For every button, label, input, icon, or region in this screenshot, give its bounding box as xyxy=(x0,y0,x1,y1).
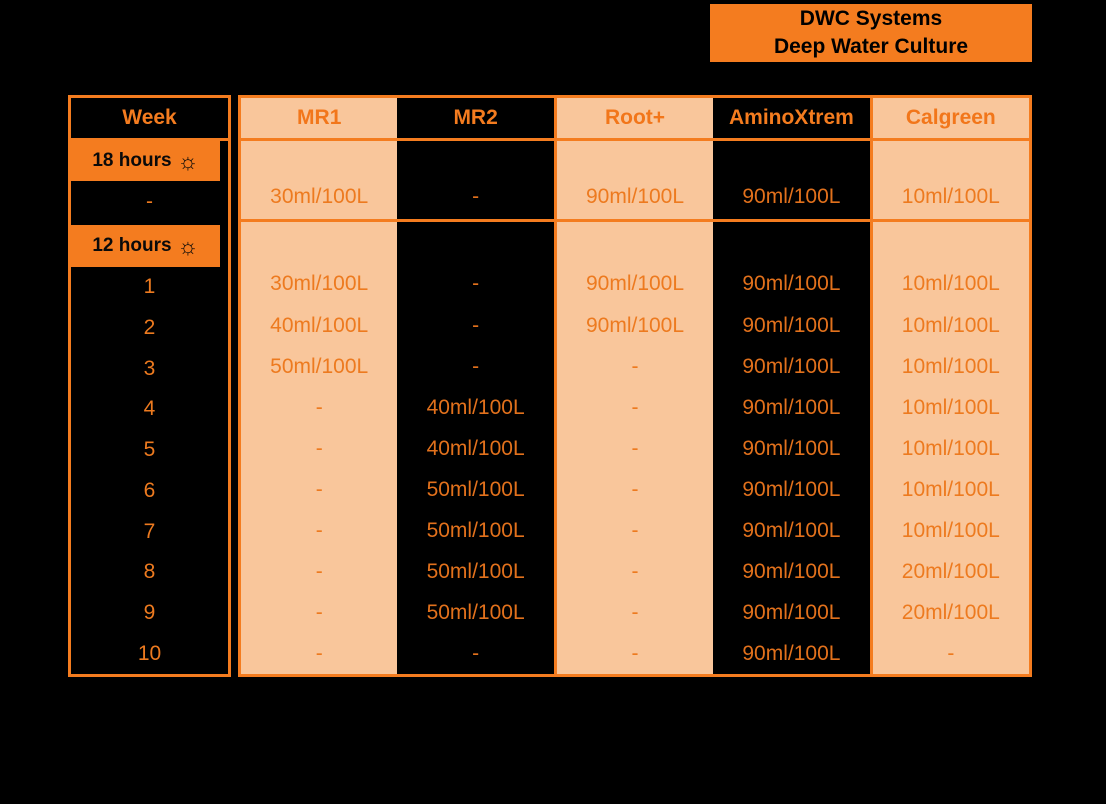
week-cell: 10 xyxy=(137,641,162,665)
week-cell: 3 xyxy=(143,356,156,380)
value-cell: 10ml/100L xyxy=(901,314,1000,338)
value-cell: - xyxy=(631,355,639,379)
value-cell: 10ml/100L xyxy=(901,396,1000,420)
value-cell: - xyxy=(631,478,639,501)
column-mr1: MR1 30ml/100L 30ml/100L 40ml/100L 50ml/100L -… xyxy=(241,98,398,674)
value-cell: 10ml/100L xyxy=(901,437,1000,461)
value-cell: 40ml/100L xyxy=(270,314,369,338)
value-cell: 90ml/100L xyxy=(742,559,841,583)
phase-label-text: 12 hours xyxy=(92,235,172,256)
value-cell: 20ml/100L xyxy=(901,600,1000,624)
week-cell: 5 xyxy=(143,438,156,462)
value-cell: - xyxy=(631,518,639,542)
value-cell: 90ml/100L xyxy=(742,600,841,624)
sun-icon: ☼ xyxy=(177,147,199,174)
value-cell: 90ml/100L xyxy=(585,314,685,338)
week-number-list: 1 2 3 4 5 6 7 8 9 10 xyxy=(71,267,228,674)
value-cell: 50ml/100L xyxy=(426,600,525,624)
week-column: Week 18 hours ☼ - 12 hours ☼ 1 2 3 4 5 6 7 8 9 10 xyxy=(68,95,231,677)
value-cell: - xyxy=(315,478,323,501)
week-cell-pregrow: - xyxy=(146,189,153,213)
value-cell: - xyxy=(631,641,639,665)
value-cell: - xyxy=(631,600,639,624)
value-cell: 90ml/100L xyxy=(742,437,841,461)
value-cell: - xyxy=(631,437,639,461)
value-cell: - xyxy=(315,437,323,461)
column-root: Root+ 90ml/100L 90ml/100L 90ml/100L - - - - - - - - xyxy=(553,98,714,674)
title-line-1: DWC Systems xyxy=(799,7,943,31)
value-cell: - xyxy=(472,641,480,665)
week-cell: 9 xyxy=(143,600,156,624)
value-cell: 50ml/100L xyxy=(426,559,525,583)
value-cell: 30ml/100L xyxy=(270,272,369,295)
value-cell: 90ml/100L xyxy=(742,314,841,338)
value-cell: 40ml/100L xyxy=(426,396,525,420)
value-cell: - xyxy=(315,559,323,583)
value-cell: 30ml/100L xyxy=(241,141,398,222)
column-mr2: MR2- - - -40ml/100L 40ml/100L 50ml/100L 50ml/1… xyxy=(397,98,554,674)
value-cell: 50ml/100L xyxy=(270,355,369,379)
column-header: MR2 xyxy=(397,98,554,141)
column-header: Root+ xyxy=(556,98,714,141)
week-cell: 1 xyxy=(143,275,156,299)
values-grid: MR1 30ml/100L 30ml/100L 40ml/100L 50ml/100L -… xyxy=(238,95,1032,677)
value-cell: - xyxy=(397,141,554,222)
value-cell: 10ml/100L xyxy=(872,141,1030,222)
value-cell: - xyxy=(315,641,323,665)
title-line-2: Deep Water Culture xyxy=(773,35,969,58)
week-cell: 8 xyxy=(143,560,156,584)
value-cell: - xyxy=(315,518,323,542)
value-cell: - xyxy=(472,314,480,338)
value-cell: - xyxy=(631,559,639,583)
phase-label-18-hours: 18 hours ☼ xyxy=(71,141,220,181)
value-cell: - xyxy=(472,355,480,379)
value-cell: 90ml/100L xyxy=(742,355,841,379)
value-cell: - xyxy=(315,600,323,624)
value-cell: 10ml/100L xyxy=(901,478,1000,501)
value-cell: 90ml/100L xyxy=(742,478,841,501)
value-cell: 50ml/100L xyxy=(426,518,525,542)
value-cell: - xyxy=(315,396,323,420)
value-cell: 40ml/100L xyxy=(426,437,525,461)
column-header: AminoXtrem xyxy=(713,98,870,141)
value-cell: 10ml/100L xyxy=(901,518,1000,542)
week-cell: 4 xyxy=(143,397,156,421)
value-cell: 90ml/100L xyxy=(713,141,870,222)
value-cell: 50ml/100L xyxy=(426,478,525,501)
value-cell: - xyxy=(472,272,480,295)
column-calgreen: Calgreen 10ml/100L 10ml/100L 10ml/100L 10ml/… xyxy=(869,98,1030,674)
title-banner: DWC Systems Deep Water Culture xyxy=(710,4,1032,62)
value-cell: 90ml/100L xyxy=(742,272,841,295)
week-cell: 6 xyxy=(143,478,156,502)
value-cell: 20ml/100L xyxy=(901,559,1000,583)
week-cell: 2 xyxy=(143,316,156,340)
value-cell: 90ml/100L xyxy=(585,272,685,295)
value-cell: 90ml/100L xyxy=(742,518,841,542)
value-cell: 90ml/100L xyxy=(556,141,714,222)
value-cell: 10ml/100L xyxy=(901,355,1000,379)
value-cell: 10ml/100L xyxy=(901,272,1000,295)
value-cell: 90ml/100L xyxy=(742,641,841,665)
week-cell: 7 xyxy=(143,519,156,543)
column-header: Calgreen xyxy=(872,98,1030,141)
feeding-schedule-table: Week 18 hours ☼ - 12 hours ☼ 1 2 3 4 5 6 7 8 9 10… xyxy=(68,95,1032,677)
column-header: MR1 xyxy=(241,98,398,141)
sun-icon: ☼ xyxy=(177,232,199,259)
value-cell: - xyxy=(947,641,955,665)
value-cell: 90ml/100L xyxy=(742,396,841,420)
phase-label-12-hours: 12 hours ☼ xyxy=(71,225,220,267)
week-column-header: Week xyxy=(71,98,228,141)
value-cell: - xyxy=(631,396,639,420)
phase-label-text: 18 hours xyxy=(92,150,172,171)
column-aminoxtrem: AminoXtrem 90ml/100L 90ml/100L 90ml/100L 90m… xyxy=(713,98,870,674)
